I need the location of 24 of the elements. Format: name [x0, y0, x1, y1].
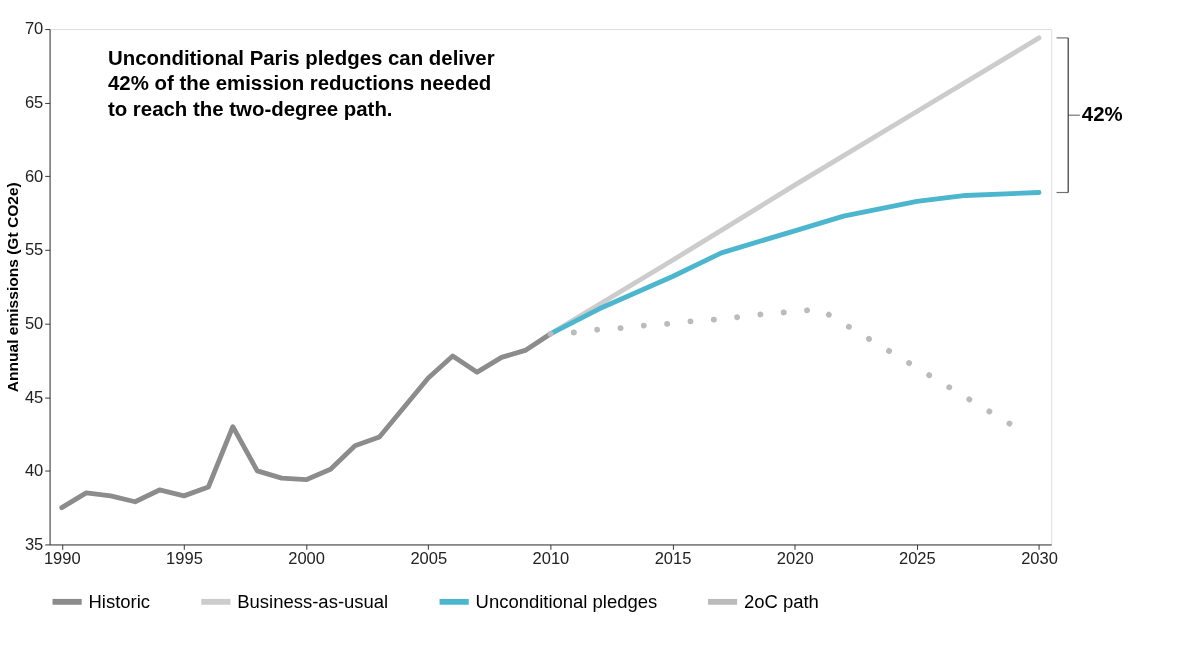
legend-label: Historic	[88, 590, 151, 612]
text: 42%	[1081, 103, 1123, 126]
y-axis-title: Annual emissions (Gt CO2e)	[4, 182, 22, 393]
x-tick-label: 2015	[654, 549, 692, 569]
x-tick-label: 2020	[776, 549, 814, 569]
x-tick-label: 2025	[898, 549, 936, 569]
y-tick-label: 55	[24, 240, 44, 260]
y-tick-label: 40	[24, 461, 44, 481]
y-tick-label: 50	[24, 313, 44, 333]
x-tick-label: 2005	[410, 549, 448, 569]
legend-label: Unconditional pledges	[475, 590, 658, 612]
x-tick-label: 1990	[43, 549, 81, 569]
y-tick-label: 35	[24, 534, 44, 554]
x-tick-label: 2000	[288, 549, 325, 569]
legend-label: Business-as-usual	[237, 590, 389, 612]
annotation: Unconditional Paris pledges can deliver 42% of the emission reductions needed to reach the two-degree path.	[107, 47, 495, 120]
y-tick-label: 65	[24, 93, 44, 113]
y-tick-label: 70	[24, 19, 44, 39]
x-tick-label: 2030	[1021, 549, 1058, 569]
y-tick-label: 60	[24, 166, 44, 186]
y-tick-label: 45	[24, 387, 44, 407]
legend-label: 2oC path	[743, 590, 819, 612]
x-tick-label: 1995	[166, 549, 203, 569]
x-tick-label: 2010	[532, 549, 570, 569]
